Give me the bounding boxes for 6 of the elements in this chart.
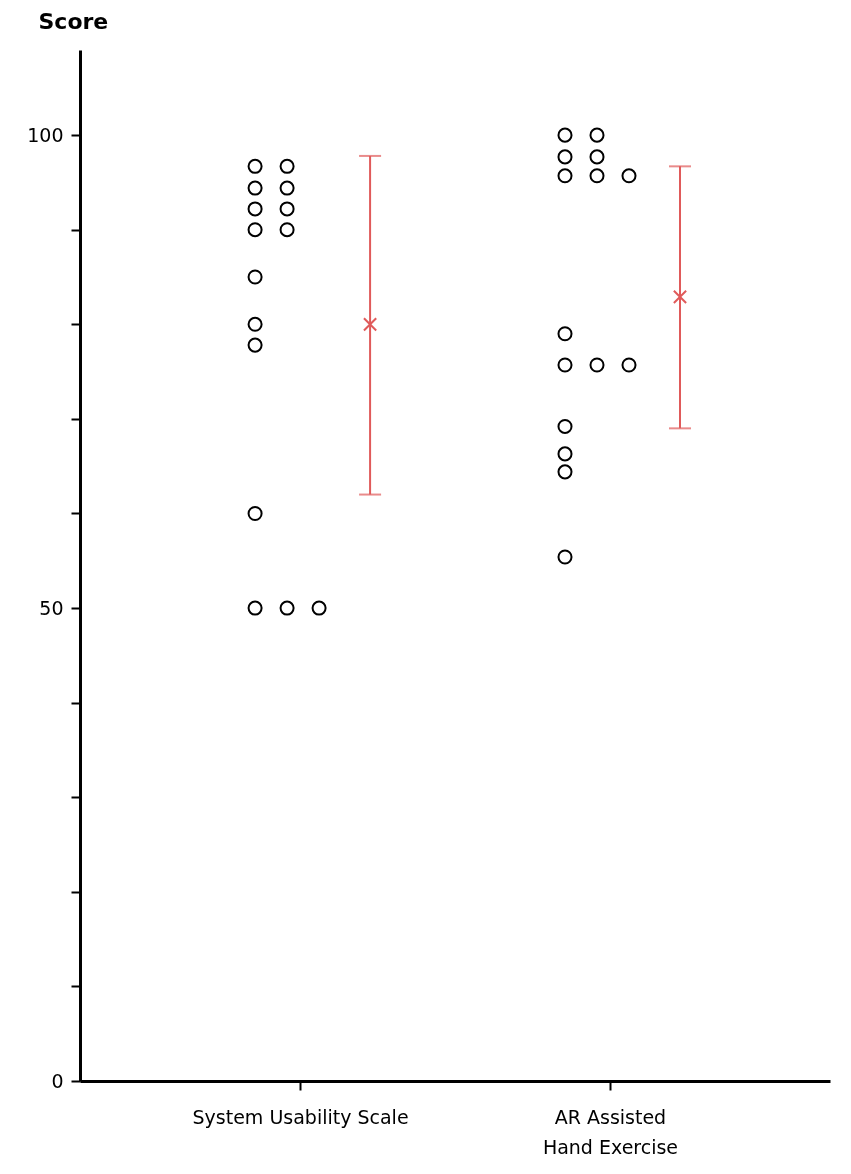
y-tick-label: 0 [51,1069,64,1092]
y-tick-label: 50 [39,596,64,619]
y-axis-title: Score [38,8,109,34]
x-tick-label: AR Assisted Hand Exercise [542,1105,679,1158]
x-tick-label: System Usability Scale [192,1105,409,1128]
y-tick-label: 100 [27,123,64,146]
